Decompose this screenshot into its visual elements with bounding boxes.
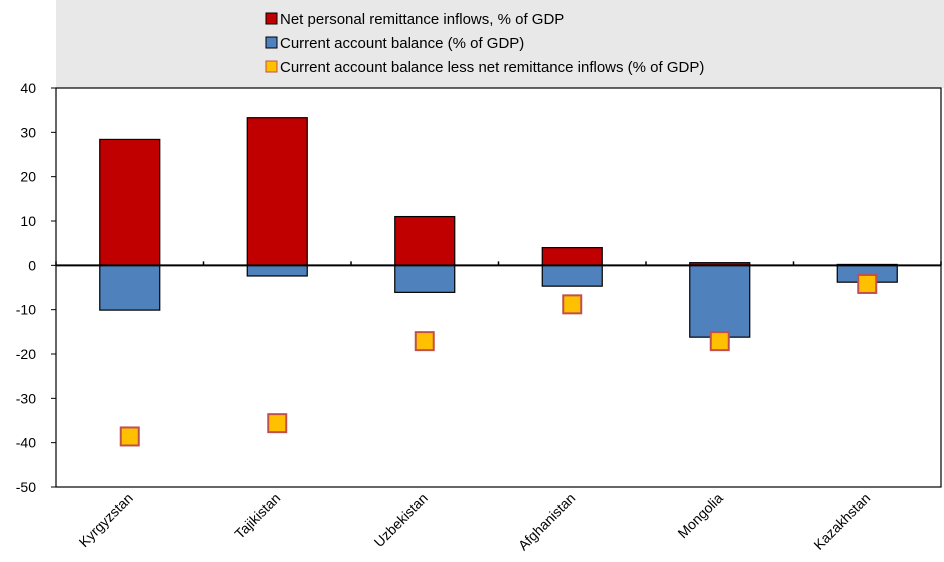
legend-label: Current account balance less net remitta… (280, 59, 704, 76)
y-tick-label: -50 (16, 479, 36, 495)
marker (709, 331, 730, 352)
bar (689, 264, 751, 338)
marker (562, 294, 583, 315)
y-tick-label: 20 (20, 169, 36, 185)
y-tick-label: 30 (20, 124, 36, 140)
legend-label: Current account balance (% of GDP) (280, 35, 524, 52)
x-axis: Kyrgyzstan Tajikistan Uzbekistan Afghanista… (76, 490, 874, 554)
legend-background (56, 0, 944, 88)
y-tick-label: -30 (16, 390, 36, 406)
bar (394, 215, 456, 266)
plot-area (55, 87, 942, 488)
marker (267, 413, 288, 434)
legend-swatch (265, 36, 278, 49)
x-tick-label: Uzbekistan (371, 490, 431, 550)
y-tick-label: -20 (16, 346, 36, 362)
bar (99, 264, 161, 311)
chart-marks (55, 117, 942, 447)
x-tick-label: Kyrgyzstan (76, 490, 136, 550)
bar (246, 264, 308, 277)
legend: Net personal remittance inflows, % of GD… (265, 11, 704, 76)
bar (541, 247, 603, 266)
marker (857, 273, 878, 294)
bar (99, 138, 161, 266)
y-tick-label: 40 (20, 80, 36, 96)
legend-label: Net personal remittance inflows, % of GD… (280, 11, 564, 28)
bar (246, 117, 308, 266)
marker (119, 426, 140, 447)
bar (394, 264, 456, 293)
x-tick-label: Tajikistan (231, 490, 283, 542)
bar (541, 264, 603, 287)
y-tick-label: 10 (20, 213, 36, 229)
y-tick-label: 0 (28, 257, 36, 273)
x-tick-label: Afghanistan (515, 490, 579, 554)
marker (414, 331, 435, 352)
x-tick-label: Kazakhstan (810, 490, 873, 553)
y-axis: 40 30 20 10 0 -10 -20 -30 -40 -50 (16, 80, 56, 495)
y-tick-label: -40 (16, 435, 36, 451)
x-tick-label: Mongolia (674, 490, 726, 542)
legend-swatch (265, 60, 278, 73)
legend-swatch (265, 12, 278, 25)
y-tick-label: -10 (16, 302, 36, 318)
